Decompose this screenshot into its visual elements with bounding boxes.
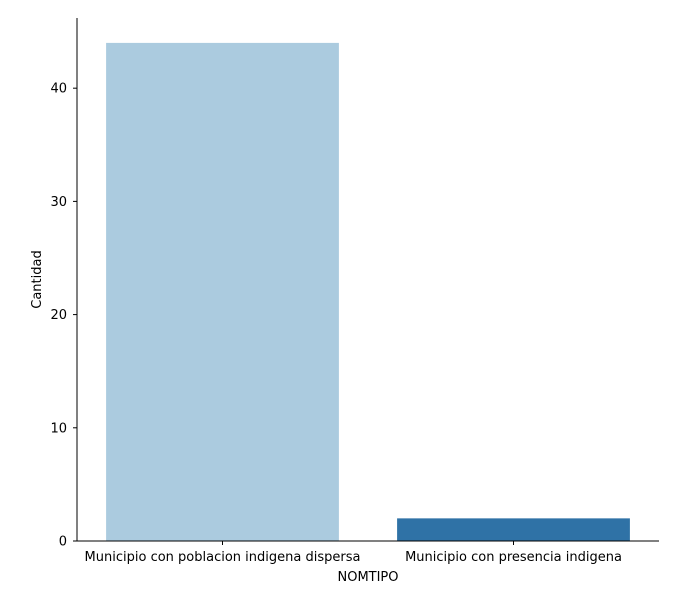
x-axis-label: NOMTIPO [337,570,398,585]
y-tick-label-0: 0 [59,535,67,550]
x-tick-label-0: Municipio con poblacion indigena dispers… [85,550,361,565]
bar-1 [397,518,630,541]
bars-layer [106,42,630,542]
x-tick-label-1: Municipio con presencia indigena [405,550,622,565]
axes-layer [76,18,659,542]
bar-0 [106,42,339,542]
y-tick-label-1: 10 [50,421,67,436]
y-tick-label-2: 20 [50,308,67,323]
y-tick-label-3: 30 [50,195,67,210]
ticks-layer: Municipio con poblacion indigena dispers… [50,82,621,565]
y-axis-label: Cantidad [30,250,45,308]
y-tick-label-4: 40 [50,82,67,97]
